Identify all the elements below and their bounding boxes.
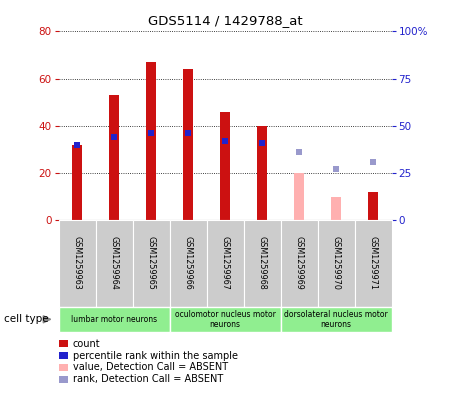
- Text: oculomotor nucleus motor
neurons: oculomotor nucleus motor neurons: [175, 310, 275, 329]
- Bar: [207, 220, 243, 307]
- Text: GSM1259964: GSM1259964: [109, 237, 118, 290]
- Bar: [368, 192, 378, 220]
- Text: lumbar motor neurons: lumbar motor neurons: [71, 315, 157, 324]
- Bar: [146, 62, 156, 220]
- Text: cell type: cell type: [4, 314, 49, 324]
- Text: count: count: [73, 339, 100, 349]
- Bar: [170, 220, 207, 307]
- Text: percentile rank within the sample: percentile rank within the sample: [73, 351, 238, 361]
- Bar: [257, 126, 267, 220]
- Text: GSM1259971: GSM1259971: [369, 236, 378, 290]
- Text: GSM1259966: GSM1259966: [184, 237, 193, 290]
- Text: value, Detection Call = ABSENT: value, Detection Call = ABSENT: [73, 362, 228, 373]
- Text: GSM1259965: GSM1259965: [147, 236, 156, 290]
- Bar: [72, 145, 82, 220]
- Bar: [280, 220, 318, 307]
- Bar: [294, 173, 304, 220]
- Bar: [220, 112, 230, 220]
- Text: rank, Detection Call = ABSENT: rank, Detection Call = ABSENT: [73, 374, 223, 384]
- Bar: [95, 220, 132, 307]
- Bar: [58, 307, 170, 332]
- Bar: [58, 220, 95, 307]
- Bar: [243, 220, 280, 307]
- Text: GSM1259967: GSM1259967: [220, 236, 230, 290]
- Bar: [280, 307, 392, 332]
- Text: GSM1259970: GSM1259970: [332, 236, 341, 290]
- Bar: [331, 196, 341, 220]
- Text: GSM1259963: GSM1259963: [72, 237, 81, 290]
- Text: dorsolateral nucleus motor
neurons: dorsolateral nucleus motor neurons: [284, 310, 388, 329]
- Text: GDS5114 / 1429788_at: GDS5114 / 1429788_at: [148, 14, 302, 27]
- Text: GSM1259969: GSM1259969: [294, 236, 303, 290]
- Bar: [132, 220, 170, 307]
- Bar: [355, 220, 392, 307]
- Bar: [170, 307, 280, 332]
- Bar: [318, 220, 355, 307]
- Bar: [109, 95, 119, 220]
- Bar: [183, 69, 193, 220]
- Text: GSM1259968: GSM1259968: [257, 237, 266, 290]
